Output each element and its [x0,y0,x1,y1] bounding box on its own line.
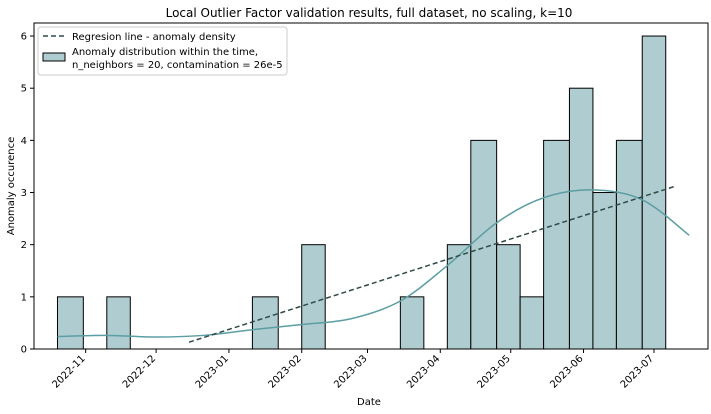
histogram-bar [106,296,131,350]
histogram-bar [496,244,521,350]
histogram-bar [519,296,545,350]
y-tick-label: 4 [21,136,27,147]
x-tick-label: 2023-07 [619,353,656,390]
x-tick-label: 2023-01 [194,353,231,390]
x-tick-label: 2022-11 [50,353,87,390]
y-axis-label: Anomaly occurence [6,137,17,236]
x-tick-label: 2023-05 [476,353,513,390]
y-tick-label: 1 [21,292,27,303]
legend-bar-label-line: Anomaly distribution within the time, [72,47,258,58]
x-tick-label: 2023-06 [548,353,585,390]
histogram-bar [615,139,643,350]
x-tick-label: 2023-03 [332,353,369,390]
legend-bar-swatch [42,52,66,62]
x-tick-label: 2023-04 [405,353,442,390]
histogram-bar [56,296,84,350]
histogram-bar [399,296,425,350]
histogram-bar [251,296,279,350]
histogram-bar [592,192,617,350]
histogram-bar [470,139,498,350]
y-tick-label: 5 [21,84,27,95]
x-tick-label: 2023-02 [267,353,304,390]
kde-curve [57,189,690,338]
x-axis-label: Date [357,397,381,408]
x-tick-label: 2022-12 [121,353,158,390]
legend: Regresion line - anomaly density Anomaly… [37,26,288,76]
y-tick-label: 6 [21,32,27,43]
histogram-bar [543,139,570,350]
histogram-bar [301,244,326,350]
legend-bar-label-line: n_neighbors = 20, contamination = 26e-5 [72,60,283,71]
chart-title: Local Outlier Factor validation results,… [166,6,573,20]
y-tick-label: 0 [21,345,27,356]
regression-line [188,185,676,343]
legend-regression-label: Regresion line - anomaly density [72,32,236,43]
y-tick-label: 2 [21,240,27,251]
plot-frame [33,22,709,350]
legend-frame [37,26,288,76]
histogram-bar [446,244,472,350]
legend-bar-label: Anomaly distribution within the time, n_n… [72,47,283,71]
y-tick-label: 3 [21,188,27,199]
